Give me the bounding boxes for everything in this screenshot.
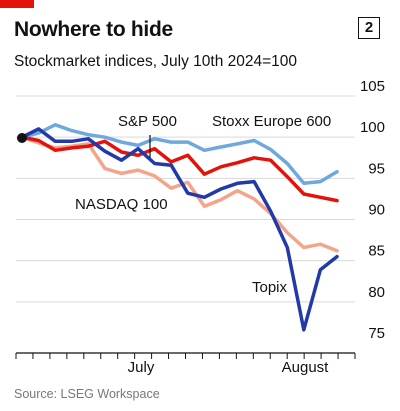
- series-line-stoxx: [20, 123, 339, 186]
- y-axis-ticks: 75 80 85 90 95 100 105: [360, 78, 385, 342]
- series-label-sp500: S&P 500: [118, 113, 177, 130]
- series-line-topix: [20, 127, 339, 332]
- series-line-nasdaq: [20, 135, 339, 253]
- y-tick-label: 95: [368, 160, 385, 177]
- y-tick-label: 85: [368, 243, 385, 260]
- chart-subtitle: Stockmarket indices, July 10th 2024=100: [14, 53, 298, 70]
- series-lines: [20, 123, 339, 332]
- y-tick-label: 80: [368, 284, 385, 301]
- y-tick-label: 105: [360, 78, 385, 95]
- chart-number-badge: 2: [358, 17, 380, 39]
- x-axis-ticks: [15, 353, 356, 359]
- y-tick-label: 100: [360, 119, 385, 136]
- x-tick-label-july: July: [128, 359, 155, 376]
- y-tick-label: 90: [368, 202, 385, 219]
- series-label-stoxx: Stoxx Europe 600: [212, 113, 331, 130]
- source-note: Source: LSEG Workspace: [14, 387, 160, 401]
- series-label-topix: Topix: [252, 279, 288, 296]
- chart-title: Nowhere to hide: [14, 18, 173, 41]
- brand-tag: [0, 0, 34, 8]
- series-line-sp500: [20, 135, 339, 203]
- y-tick-label: 75: [368, 325, 385, 342]
- series-label-nasdaq: NASDAQ 100: [75, 196, 168, 213]
- x-tick-label-august: August: [282, 359, 330, 376]
- base-date-marker: [17, 133, 27, 143]
